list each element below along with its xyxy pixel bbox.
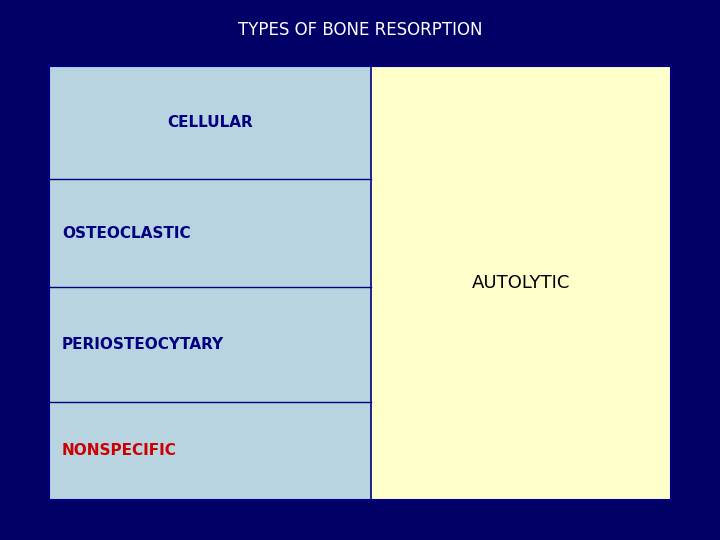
Bar [49, 66, 371, 179]
Bar [371, 66, 671, 500]
Text: AUTOLYTIC: AUTOLYTIC [472, 274, 570, 292]
Text: OSTEOCLASTIC: OSTEOCLASTIC [62, 226, 191, 241]
Text: PERIOSTEOCYTARY: PERIOSTEOCYTARY [62, 338, 224, 352]
Bar [49, 179, 371, 287]
Text: NONSPECIFIC: NONSPECIFIC [62, 443, 177, 458]
Bar [49, 287, 371, 402]
Bar [49, 402, 371, 500]
Text: TYPES OF BONE RESORPTION: TYPES OF BONE RESORPTION [238, 21, 482, 39]
Text: CELLULAR: CELLULAR [167, 115, 253, 130]
